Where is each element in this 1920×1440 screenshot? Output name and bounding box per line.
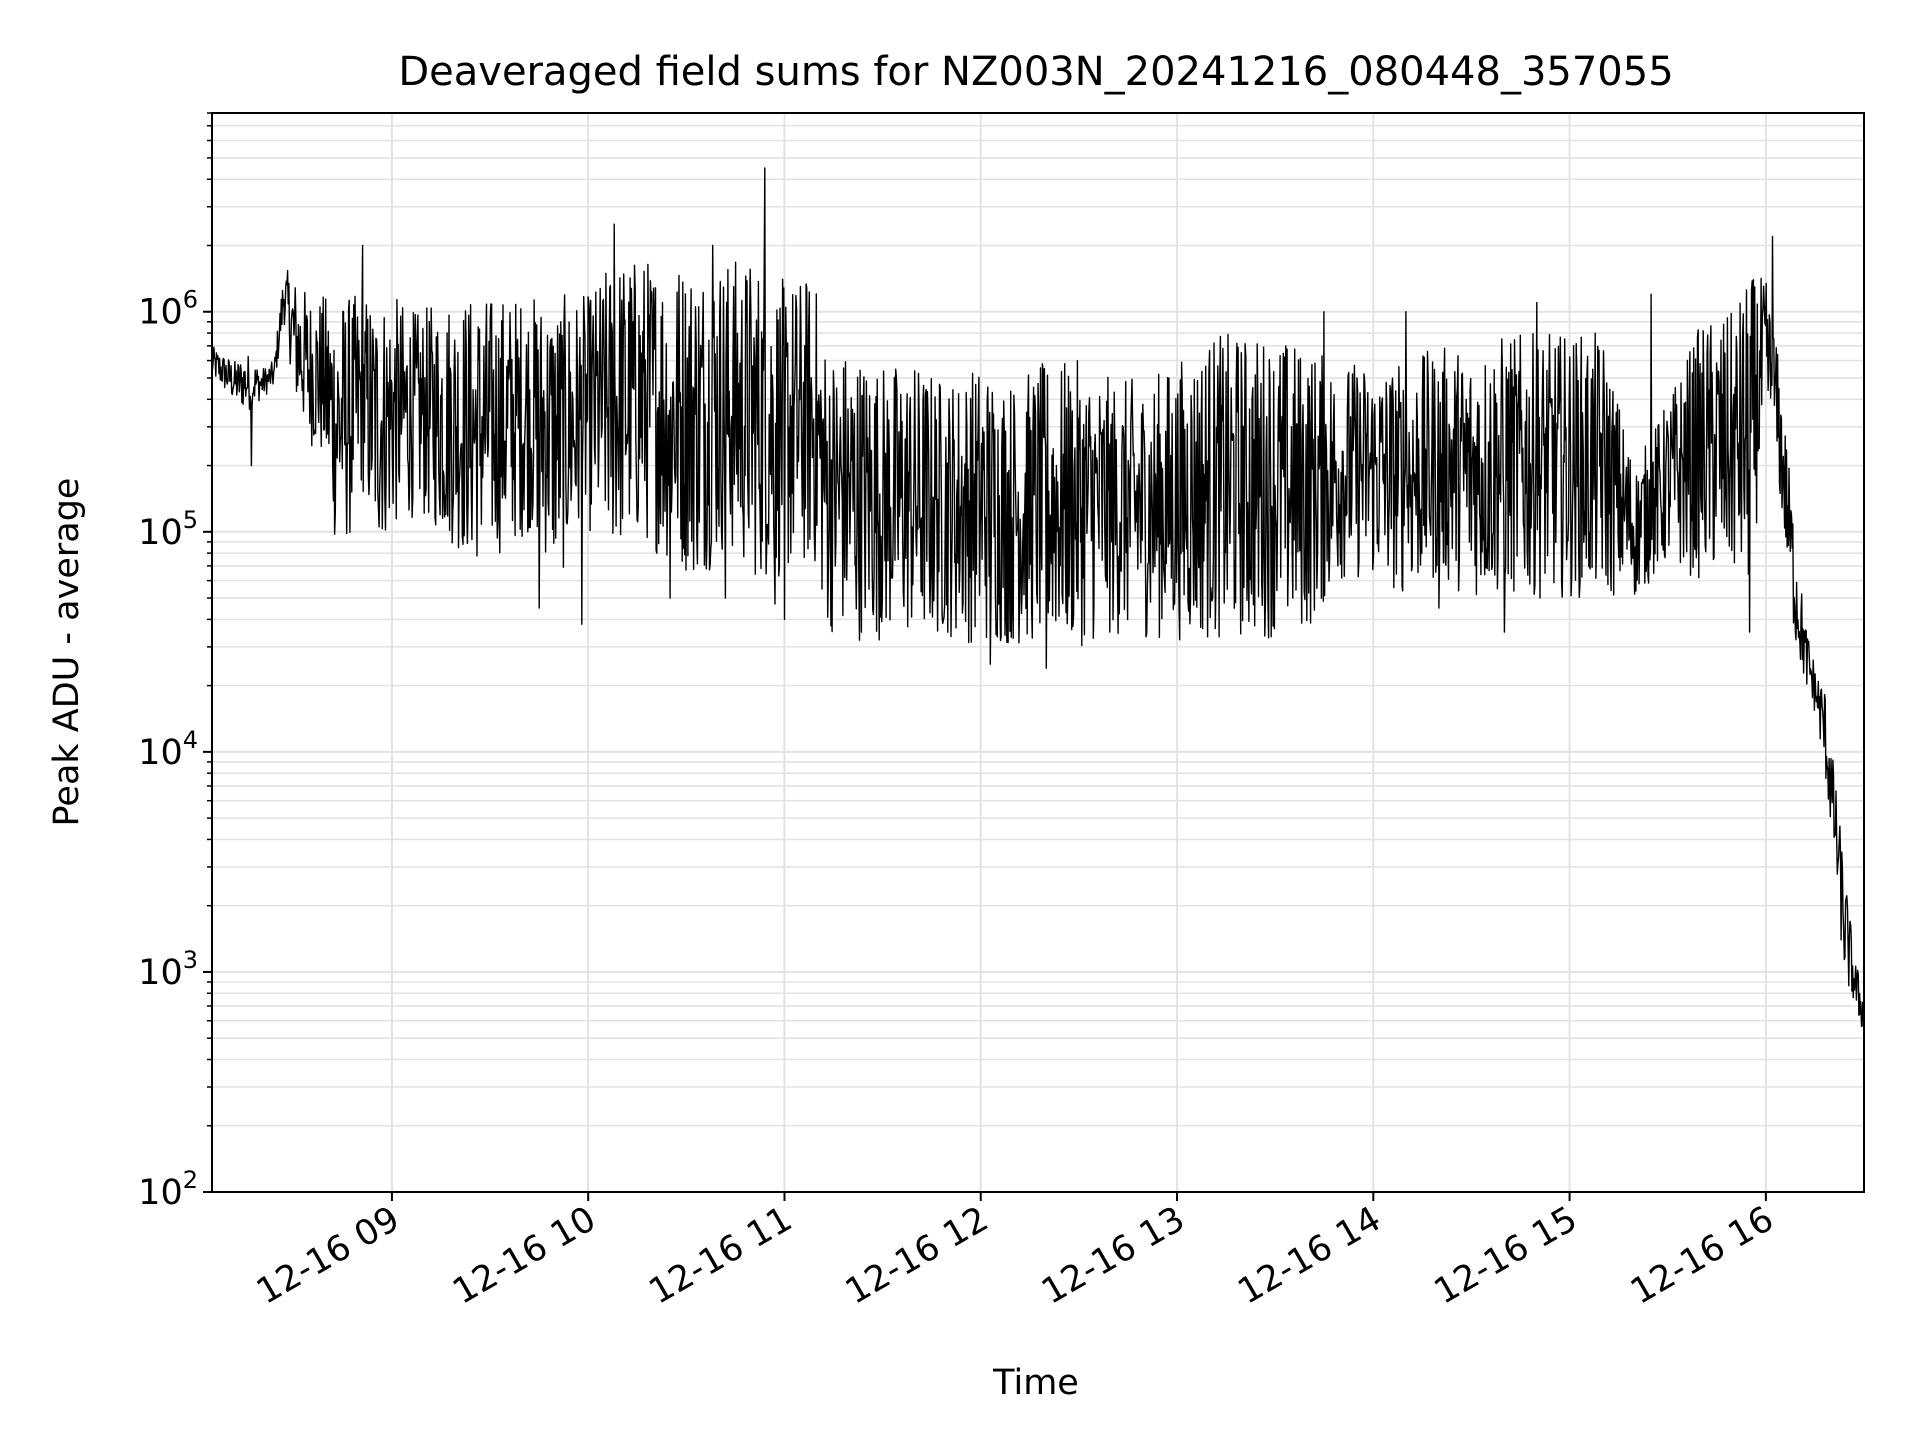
series-line: [211, 167, 1865, 1028]
x-axis-label: Time: [992, 1363, 1079, 1403]
y-tick-label: 105: [138, 506, 198, 553]
y-tick-label: 102: [138, 1166, 198, 1213]
plot-frame: [211, 112, 1865, 1193]
series-layer: [211, 167, 1865, 1028]
y-tick-label: 103: [138, 946, 198, 993]
chart-title: Deaveraged field sums for NZ003N_2024121…: [398, 49, 1673, 95]
y-tick-label: 106: [138, 286, 198, 333]
y-axis-label: Peak ADU - average: [47, 478, 87, 827]
y-axis: 102 103 104 105 106: [138, 112, 212, 1213]
y-tick-label: 104: [138, 726, 198, 773]
